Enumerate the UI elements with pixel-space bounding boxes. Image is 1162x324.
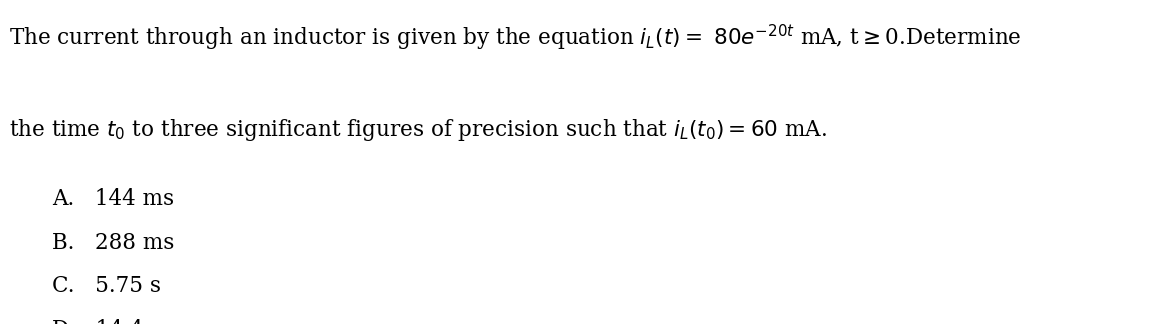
Text: B.   288 ms: B. 288 ms xyxy=(52,232,174,254)
Text: C.   5.75 s: C. 5.75 s xyxy=(52,275,162,297)
Text: The current through an inductor is given by the equation $i_L(t) = \ 80e^{-20t}$: The current through an inductor is given… xyxy=(9,23,1021,53)
Text: A.   144 ms: A. 144 ms xyxy=(52,188,174,210)
Text: the time $t_0$ to three significant figures of precision such that $i_L(t_0) = 6: the time $t_0$ to three significant figu… xyxy=(9,117,827,143)
Text: D.   14.4 ms: D. 14.4 ms xyxy=(52,319,182,324)
